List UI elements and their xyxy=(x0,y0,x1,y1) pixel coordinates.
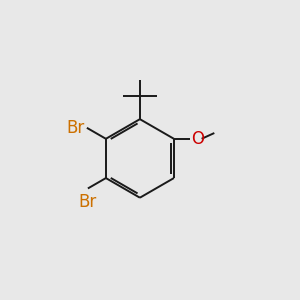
Text: Br: Br xyxy=(79,193,97,211)
Text: Br: Br xyxy=(67,119,85,137)
Text: O: O xyxy=(191,130,204,148)
